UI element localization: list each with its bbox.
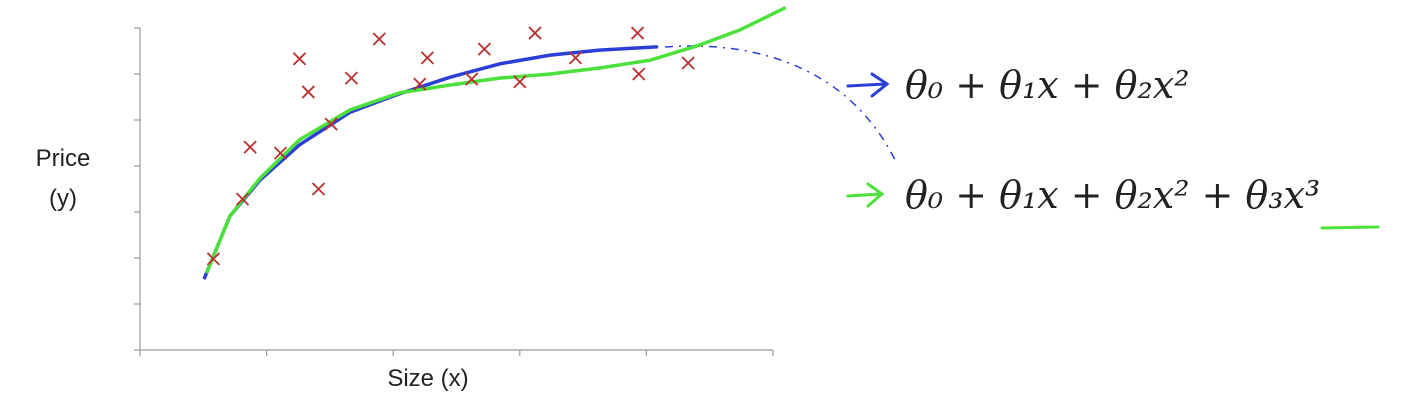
arrow [846, 72, 890, 98]
data-point [235, 192, 250, 206]
x-label: Size (x) [387, 365, 468, 392]
data-point [681, 56, 695, 70]
y-label: (y) [49, 185, 77, 212]
data-point [528, 26, 542, 40]
data-point [301, 85, 316, 99]
data-point [420, 51, 435, 65]
data-point [324, 117, 338, 131]
data-point [206, 252, 221, 266]
data-point [243, 140, 257, 154]
underline [1320, 225, 1380, 230]
fit-curve [205, 6, 787, 274]
data-point [292, 52, 307, 66]
y-label: Price [36, 145, 91, 172]
data-point [568, 51, 583, 65]
data-point [632, 67, 646, 81]
data-point [372, 32, 386, 46]
fit-curve [202, 45, 659, 280]
formula: θ₀ + θ₁x + θ₂x² + θ₃x³ [905, 173, 1320, 217]
data-point [273, 146, 288, 160]
connector [664, 45, 896, 161]
data-point [344, 71, 359, 85]
formula: θ₀ + θ₁x + θ₂x² [905, 63, 1189, 107]
data-point [477, 42, 491, 56]
data-point [513, 75, 527, 89]
data-point [311, 182, 326, 196]
arrow [846, 182, 885, 208]
data-point [413, 77, 427, 91]
data-point [630, 26, 645, 40]
data-point [465, 72, 479, 86]
